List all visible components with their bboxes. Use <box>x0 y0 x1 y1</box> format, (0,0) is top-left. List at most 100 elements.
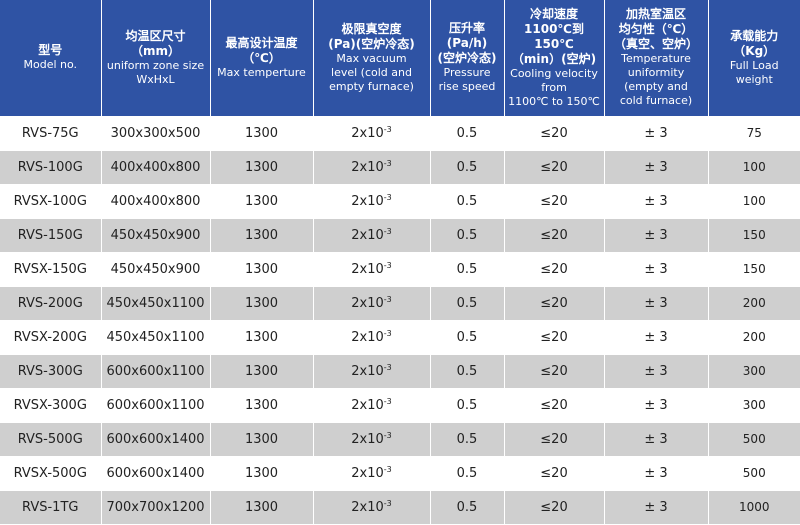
header-temp-zh-unit: （℃） <box>242 50 281 65</box>
cell-size: 450x450x900 <box>101 218 211 253</box>
cell-temp: 1300 <box>210 456 314 491</box>
header-size-zh: 均温区尺寸 <box>125 28 186 43</box>
cell-cooling: ≤20 <box>504 354 605 389</box>
cell-model: RVSX-150G <box>0 252 102 287</box>
cell-size: 400x400x800 <box>101 184 211 219</box>
table-row: RVSX-200G 450x450x1100 1300 2x10-3 0.5 ≤20 ± 3… <box>0 320 800 355</box>
cell-model: RVS-300G <box>0 354 102 389</box>
cell-size: 400x400x800 <box>101 150 211 185</box>
cell-uniformity: ± 3 <box>604 490 709 525</box>
vacuum-exponent: -3 <box>383 328 392 338</box>
vacuum-exponent: -3 <box>383 430 392 440</box>
cell-uniformity: ± 3 <box>604 150 709 185</box>
header-uniformity: 加热室温区 均匀性（℃） （真空、空炉） Temperature uniform… <box>604 0 709 117</box>
cell-model: RVS-200G <box>0 286 102 321</box>
cell-pressure: 0.5 <box>430 150 505 185</box>
cell-vacuum: 2x10-3 <box>313 354 431 389</box>
cell-pressure: 0.5 <box>430 252 505 287</box>
cell-model: RVS-75G <box>0 116 102 151</box>
cell-vacuum: 2x10-3 <box>313 422 431 457</box>
cell-vacuum: 2x10-3 <box>313 490 431 525</box>
header-load-en-1: Full Load <box>729 58 779 72</box>
cell-model: RVS-100G <box>0 150 102 185</box>
cell-pressure: 0.5 <box>430 218 505 253</box>
header-size-en-2: WxHxL <box>136 72 175 86</box>
header-temp-zh: 最高设计温度 <box>225 35 298 50</box>
cell-pressure: 0.5 <box>430 286 505 321</box>
vacuum-exponent: -3 <box>383 362 392 372</box>
cell-uniformity: ± 3 <box>604 116 709 151</box>
cell-uniformity: ± 3 <box>604 354 709 389</box>
cell-cooling: ≤20 <box>504 422 605 457</box>
vacuum-base: 2x10 <box>351 193 384 209</box>
vacuum-exponent: -3 <box>383 498 392 508</box>
header-size-en-1: uniform zone size <box>106 58 205 72</box>
header-cooling-zh-range: 1100℃到150℃ <box>524 21 584 51</box>
vacuum-exponent: -3 <box>383 294 392 304</box>
cell-pressure: 0.5 <box>430 116 505 151</box>
header-vacuum-en-3: empty furnace) <box>329 79 414 93</box>
cell-cooling: ≤20 <box>504 252 605 287</box>
cell-cooling: ≤20 <box>504 218 605 253</box>
vacuum-exponent: -3 <box>383 226 392 236</box>
cell-model: RVS-150G <box>0 218 102 253</box>
cell-size: 700x700x1200 <box>101 490 211 525</box>
cell-cooling: ≤20 <box>504 286 605 321</box>
header-cooling: 冷却速度 1100℃到150℃ （min）(空炉) Cooling veloci… <box>504 0 605 117</box>
cell-size: 600x600x1100 <box>101 388 211 423</box>
cell-vacuum: 2x10-3 <box>313 116 431 151</box>
cell-size: 600x600x1100 <box>101 354 211 389</box>
table-header: 型号 Model no. 均温区尺寸 （mm） uniform zone siz… <box>0 0 800 117</box>
header-pressure-zh: 压升率 <box>448 21 485 36</box>
cell-pressure: 0.5 <box>430 456 505 491</box>
header-pressure-zh-note: (空炉冷态) <box>437 51 497 66</box>
header-uniformity-zh-unit: 均匀性（℃） <box>618 22 694 37</box>
vacuum-base: 2x10 <box>351 329 384 345</box>
cell-load: 150 <box>708 218 800 253</box>
table-row: RVSX-300G 600x600x1100 1300 2x10-3 0.5 ≤20 ± 3… <box>0 388 800 423</box>
cell-temp: 1300 <box>210 354 314 389</box>
cell-cooling: ≤20 <box>504 388 605 423</box>
cell-model: RVSX-300G <box>0 388 102 423</box>
cell-vacuum: 2x10-3 <box>313 150 431 185</box>
vacuum-exponent: -3 <box>383 124 392 134</box>
cell-model: RVSX-100G <box>0 184 102 219</box>
cell-cooling: ≤20 <box>504 150 605 185</box>
cell-uniformity: ± 3 <box>604 456 709 491</box>
header-pressure: 压升率 (Pa/h) (空炉冷态) Pressure rise speed <box>430 0 505 117</box>
cell-model: RVSX-200G <box>0 320 102 355</box>
header-load-zh-unit: （Kg） <box>733 43 776 58</box>
header-model-en: Model no. <box>23 58 78 72</box>
cell-vacuum: 2x10-3 <box>313 320 431 355</box>
cell-vacuum: 2x10-3 <box>313 388 431 423</box>
cell-vacuum: 2x10-3 <box>313 252 431 287</box>
header-cooling-zh: 冷却速度 <box>529 6 578 21</box>
header-load-zh: 承载能力 <box>730 28 779 43</box>
header-model: 型号 Model no. <box>0 0 102 117</box>
vacuum-base: 2x10 <box>351 363 384 379</box>
header-size: 均温区尺寸 （mm） uniform zone size WxHxL <box>101 0 211 117</box>
cell-load: 200 <box>708 286 800 321</box>
vacuum-base: 2x10 <box>351 125 384 141</box>
header-uniformity-zh: 加热室温区 <box>625 7 686 22</box>
header-uniformity-en-1: Temperature <box>621 52 691 66</box>
header-uniformity-zh-note: （真空、空炉） <box>613 37 698 52</box>
header-pressure-en-1: Pressure <box>443 66 491 80</box>
table-body: RVS-75G 300x300x500 1300 2x10-3 0.5 ≤20 ± 3 75 R… <box>0 116 800 525</box>
cell-temp: 1300 <box>210 422 314 457</box>
cell-cooling: ≤20 <box>504 116 605 151</box>
header-temp-en: Max temperture <box>217 65 306 79</box>
cell-vacuum: 2x10-3 <box>313 184 431 219</box>
cell-load: 300 <box>708 354 800 389</box>
cell-temp: 1300 <box>210 320 314 355</box>
header-vacuum-zh: 极限真空度 <box>341 21 402 36</box>
vacuum-base: 2x10 <box>351 499 384 515</box>
cell-size: 450x450x1100 <box>101 286 211 321</box>
vacuum-exponent: -3 <box>383 260 392 270</box>
cell-size: 450x450x900 <box>101 252 211 287</box>
table-row: RVS-150G 450x450x900 1300 2x10-3 0.5 ≤20 ± 3 15… <box>0 218 800 253</box>
cell-load: 75 <box>708 116 800 151</box>
vacuum-base: 2x10 <box>351 465 384 481</box>
cell-uniformity: ± 3 <box>604 184 709 219</box>
